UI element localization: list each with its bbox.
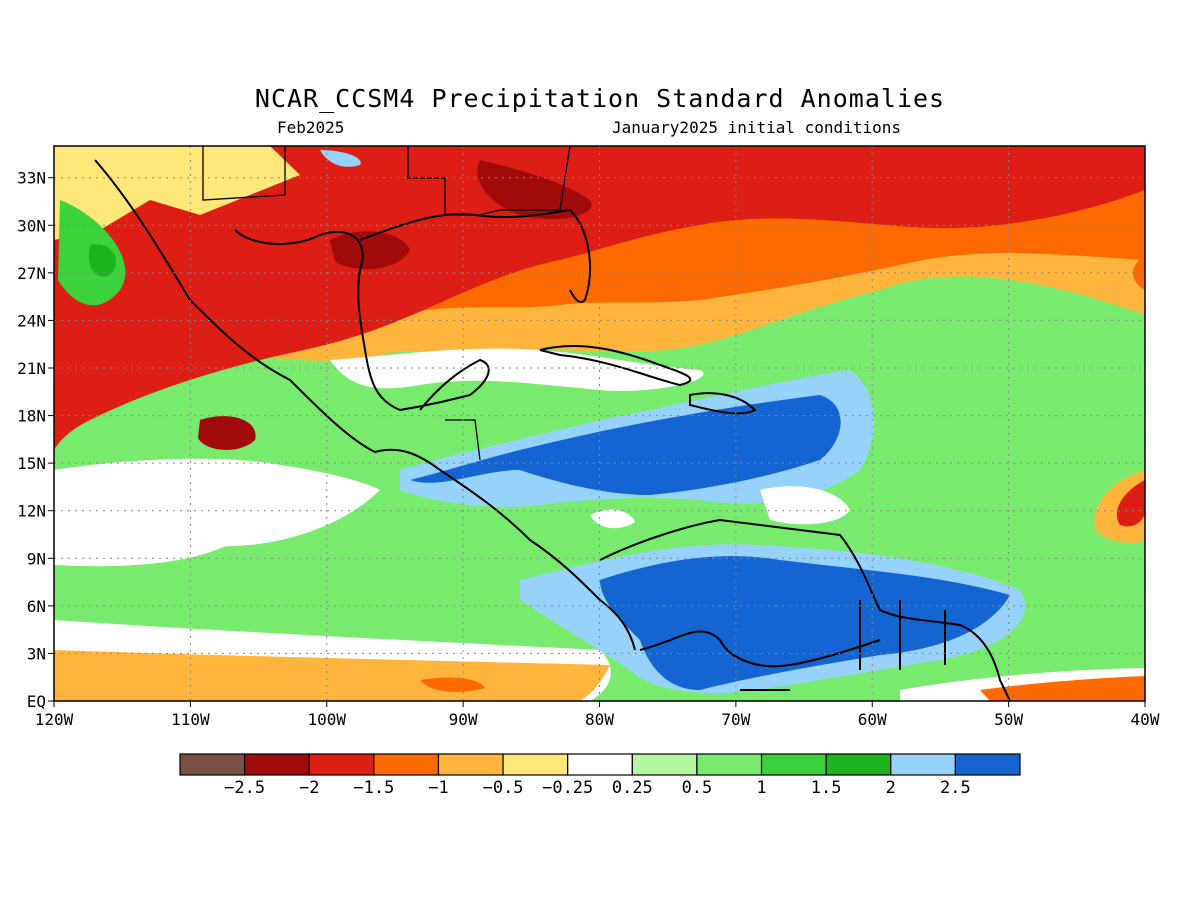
y-tick-label: 27N [17, 264, 46, 283]
precipitation-anomaly-field [54, 146, 1145, 701]
forecast-month: Feb2025 [277, 118, 345, 137]
y-tick-label: 33N [17, 169, 46, 188]
x-tick-label: 80W [585, 710, 614, 729]
colorbar-swatch [437, 753, 504, 776]
colorbar-swatch [760, 753, 827, 776]
y-tick-label: 6N [27, 597, 46, 616]
colorbar-swatch [696, 753, 763, 776]
colorbar-swatch [502, 753, 569, 776]
y-tick-label: EQ [27, 692, 46, 711]
colorbar-legend [179, 753, 1021, 776]
y-tick-label: 9N [27, 549, 46, 568]
colorbar-swatch [567, 753, 633, 776]
map-title: NCAR_CCSM4 Precipitation Standard Anomal… [254, 84, 946, 113]
colorbar-swatch [373, 753, 440, 776]
colorbar-swatch [890, 753, 956, 776]
colorbar-label: −0.25 [542, 778, 593, 798]
y-tick-label: 12N [17, 502, 46, 521]
y-tick-label: 3N [27, 644, 46, 663]
colorbar-labels: −2.5 −2 −1.5 −1 −0.5 −0.25 0.25 0.5 1 1.5 2 2.5 [224, 778, 971, 798]
colorbar-label: −1 [428, 778, 448, 798]
colorbar-swatch [825, 753, 892, 776]
longitude-axis: 120W 110W 100W 90W 80W 70W 60W 50W 40W [35, 701, 1160, 729]
colorbar-label: 1.5 [811, 778, 842, 798]
colorbar-label: 2.5 [940, 778, 971, 798]
x-tick-label: 70W [721, 710, 750, 729]
x-tick-label: 100W [307, 710, 346, 729]
colorbar-swatch [308, 753, 375, 776]
colorbar-swatch [631, 753, 698, 776]
colorbar-label: 0.25 [612, 778, 653, 798]
colorbar-label: 2 [886, 778, 896, 798]
political-borders [202, 146, 571, 461]
y-tick-label: 24N [17, 311, 46, 330]
colorbar-swatch [954, 753, 1021, 776]
x-tick-label: 60W [858, 710, 887, 729]
y-tick-label: 21N [17, 359, 46, 378]
colorbar-swatch [244, 753, 310, 776]
colorbar-swatch [179, 753, 246, 776]
x-tick-label: 110W [171, 710, 210, 729]
latitude-axis: EQ 3N 6N 9N 12N 15N 18N 21N 24N 27N 30N 33N [17, 169, 54, 711]
graticule [54, 146, 1145, 701]
colorbar-label: −0.5 [483, 778, 524, 798]
coastlines [94, 159, 1011, 701]
x-tick-label: 120W [35, 710, 74, 729]
x-tick-label: 40W [1131, 710, 1160, 729]
colorbar-label: −1.5 [353, 778, 394, 798]
x-tick-label: 50W [994, 710, 1023, 729]
colorbar-label: −2 [299, 778, 319, 798]
colorbar-label: 0.5 [682, 778, 713, 798]
x-tick-label: 90W [449, 710, 478, 729]
initial-conditions-label: January2025 initial conditions [612, 118, 901, 137]
y-tick-label: 15N [17, 454, 46, 473]
colorbar-label: 1 [756, 778, 766, 798]
colorbar-label: −2.5 [224, 778, 265, 798]
y-tick-label: 18N [17, 407, 46, 426]
y-tick-label: 30N [17, 216, 46, 235]
